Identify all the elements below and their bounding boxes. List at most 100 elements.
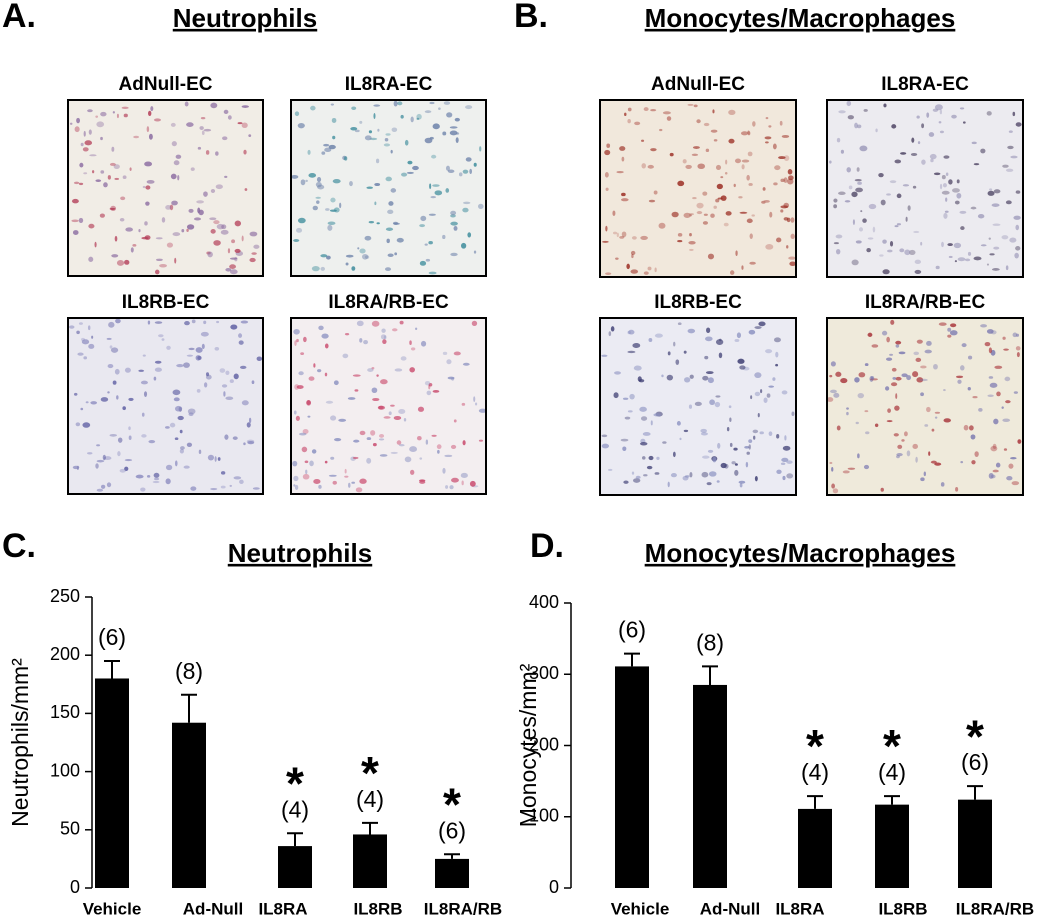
cell [780,178,785,183]
cell [419,260,427,266]
cell [854,178,862,182]
cell [619,235,625,239]
cell [117,451,121,457]
cell [697,163,706,170]
cell [325,208,330,211]
cell [197,207,201,214]
cell [1009,237,1017,243]
cell [249,231,258,237]
cell [145,201,150,206]
cell [203,320,207,325]
cell [632,478,641,483]
cell [932,108,939,112]
micrograph [599,317,797,496]
cell [80,142,84,147]
cell [622,397,629,400]
cell [188,347,195,351]
cell [203,191,208,197]
cell [677,239,683,243]
cell [308,376,315,381]
cell [302,473,310,480]
cell [728,405,732,409]
cell [321,151,326,155]
cell [179,448,184,454]
cell [941,241,944,248]
cell [988,376,994,379]
cell [939,130,944,134]
cell [692,197,697,200]
cell [734,339,740,343]
cell [746,451,750,455]
cell [689,472,693,478]
cell [108,321,115,328]
cell [846,100,852,107]
cell [469,480,476,487]
cell [980,324,988,328]
micrograph-frame [290,317,487,495]
cell [1001,235,1009,240]
cell [864,410,869,413]
cell [353,439,360,443]
cell [100,484,106,489]
cell [650,420,653,426]
cell [376,374,379,377]
cell [887,249,893,253]
cell [234,220,242,227]
cell [949,330,958,336]
cell [754,391,761,397]
cell [478,439,484,442]
cell [895,340,902,345]
micrograph-bg [291,100,486,276]
cell [425,439,429,445]
cell [889,180,897,184]
cell [791,411,795,417]
cell [117,437,123,443]
cell [429,183,432,190]
cell [607,468,613,471]
cell [945,197,948,202]
cell [677,180,685,187]
cell [730,270,735,275]
cell [746,218,753,224]
cell [866,247,871,253]
error-bar [444,853,460,859]
cell [311,266,320,272]
cell [716,480,720,483]
cell [855,421,859,425]
cell [763,397,768,403]
cell [148,133,153,140]
cell [614,371,621,375]
cell [102,454,106,461]
cell [295,415,300,421]
cell [662,111,671,115]
cell [88,223,95,229]
cell [296,338,299,343]
cell [740,131,749,136]
cell [401,172,408,177]
cell [310,105,316,111]
cell [331,117,337,124]
cell [378,405,384,410]
image-caption: IL8RA-EC [345,74,433,95]
cell [209,217,217,221]
cell [225,267,232,272]
cell [761,200,766,204]
cell [1002,336,1006,340]
cell [181,229,185,233]
cell [781,457,789,463]
cell [684,377,691,383]
cell [339,202,342,209]
cell [205,150,210,155]
cell [217,457,221,461]
cell [757,412,760,418]
cell [989,253,995,256]
cell [428,241,433,245]
cell [713,205,717,209]
cell [453,351,461,356]
cell [658,222,666,229]
error-bar [967,785,983,800]
cell [960,226,965,231]
cell [641,139,645,142]
x-tick-label: Vehicle [611,899,670,918]
cell [851,259,859,266]
